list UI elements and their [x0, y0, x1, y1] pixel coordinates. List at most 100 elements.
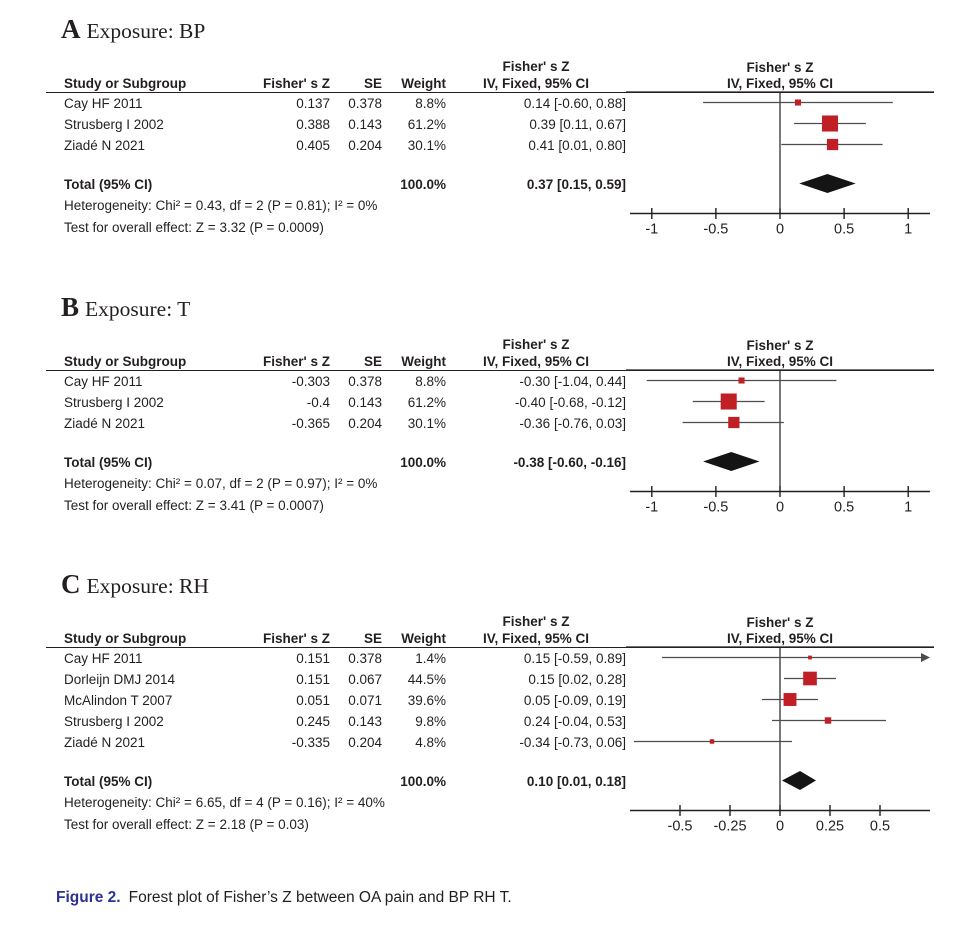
- total-weight-cell: 100.0%: [400, 454, 446, 470]
- study-name-cell: Dorleijn DMJ 2014: [64, 672, 176, 687]
- effect-square: [709, 739, 715, 744]
- ci-text-cell: -0.30 [-1.04, 0.44]: [519, 373, 626, 389]
- study-row: Cay HF 2011 0.137 0.378 8.8% 0.14 [-0.60, 0.…: [46, 93, 626, 114]
- se-cell: 0.143: [348, 117, 382, 132]
- forest-plot-svg: Fisher' s ZIV, Fixed, 95% CI -1 -0.5 0 0.5 1: [626, 60, 934, 238]
- overall-effect-note: Test for overall effect: Z = 2.18 (P = 0…: [64, 817, 309, 832]
- column-header-effect: Fisher' s Z: [263, 353, 330, 369]
- se-cell: 0.143: [348, 714, 382, 729]
- study-name-cell: Ziadé N 2021: [64, 415, 146, 431]
- total-row: Total (95% CI) 100.0% 0.37 [0.15, 0.59]: [46, 174, 626, 195]
- axis-tick-label: -0.5: [703, 222, 728, 238]
- axis-tick-label: 0.5: [870, 819, 890, 835]
- weight-cell: 39.6%: [407, 693, 446, 708]
- effect-cell: 0.245: [296, 714, 330, 729]
- axis-tick-label: 0.25: [816, 819, 844, 835]
- ci-text-cell: 0.14 [-0.60, 0.88]: [523, 96, 626, 111]
- axis-tick-label: -0.5: [703, 499, 728, 515]
- column-header-effect: Fisher' s Z: [263, 631, 330, 646]
- se-cell: 0.378: [348, 96, 382, 111]
- axis-tick-label: 0: [776, 499, 784, 515]
- ci-text-cell: -0.36 [-0.76, 0.03]: [519, 415, 626, 431]
- axis-tick-label: 1: [904, 499, 912, 515]
- se-cell: 0.143: [348, 394, 382, 410]
- panels-container: A Exposure: BP Fisher' s Z Study or Subgrou…: [46, 14, 975, 837]
- forest-plot-svg: Fisher' s ZIV, Fixed, 95% CI -1 -0.5 0 0.5 1: [626, 338, 934, 515]
- effect-cell: -0.4: [306, 394, 330, 410]
- axis-tick-label: 0.5: [834, 222, 854, 238]
- column-header-weight: Weight: [401, 631, 446, 646]
- effect-square: [803, 671, 817, 686]
- column-header-ci: IV, Fixed, 95% CI: [482, 76, 590, 91]
- header-spacer-effect: [218, 58, 330, 75]
- column-header-study: Study or Subgroup: [64, 631, 187, 646]
- effect-measure-group-header: Fisher' s Z: [502, 59, 570, 74]
- heterogeneity-note: Heterogeneity: Chi² = 0.07, df = 2 (P = …: [64, 475, 378, 491]
- ci-text-cell: -0.34 [-0.73, 0.06]: [519, 735, 626, 750]
- header-spacer-effect: [218, 613, 330, 630]
- study-name-cell: Ziadé N 2021: [64, 735, 146, 750]
- heterogeneity-note: Heterogeneity: Chi² = 0.43, df = 2 (P = …: [64, 198, 378, 213]
- study-name-cell: Cay HF 2011: [64, 651, 143, 666]
- axis-tick-label: -1: [645, 222, 658, 238]
- plot-effect-header: Fisher' s Z: [747, 60, 814, 75]
- figure-caption-text: Forest plot of Fisher’s Z between OA pai…: [128, 888, 512, 906]
- column-header-ci: IV, Fixed, 95% CI: [482, 353, 590, 369]
- panel-C: C Exposure: RH Fisher' s Z Study or Subgrou…: [46, 569, 975, 837]
- panel-subtitle: Exposure: RH: [86, 574, 209, 598]
- study-name-cell: Strusberg I 2002: [64, 117, 164, 132]
- panel-title: A Exposure: BP: [61, 14, 975, 46]
- weight-cell: 61.2%: [407, 117, 446, 132]
- total-effect-cell: [218, 771, 330, 792]
- header-spacer-effect: [218, 336, 330, 353]
- effect-square: [728, 416, 740, 428]
- axis-tick-label: -0.5: [668, 819, 693, 835]
- ci-text-cell: 0.41 [0.01, 0.80]: [528, 138, 626, 153]
- axis-tick-label: 0: [776, 222, 784, 238]
- study-name-cell: Strusberg I 2002: [64, 394, 164, 410]
- se-cell: 0.071: [348, 693, 382, 708]
- study-name-cell: McAlindon T 2007: [64, 693, 173, 708]
- weight-cell: 9.8%: [415, 714, 446, 729]
- heterogeneity-note: Heterogeneity: Chi² = 6.65, df = 4 (P = …: [64, 795, 385, 810]
- study-row: Ziadé N 2021 -0.365 0.204 30.1% -0.36 [-0.76…: [46, 413, 626, 434]
- plot-effect-header: Fisher' s Z: [747, 338, 814, 353]
- column-header-se: SE: [363, 353, 382, 369]
- effect-square: [783, 693, 797, 706]
- header-row-group: Fisher' s Z: [46, 336, 626, 353]
- forest-plot-figure: A Exposure: BP Fisher' s Z Study or Subgrou…: [46, 14, 975, 906]
- study-row: Ziadé N 2021 0.405 0.204 30.1% 0.41 [0.01, 0…: [46, 135, 626, 156]
- study-row: McAlindon T 2007 0.051 0.071 39.6% 0.05 [-0.…: [46, 690, 626, 711]
- effect-square: [808, 655, 812, 660]
- study-name-cell: Strusberg I 2002: [64, 714, 164, 729]
- total-diamond: [799, 174, 856, 193]
- figure-caption-label: Figure 2.: [56, 888, 121, 906]
- header-spacer-study: [46, 58, 218, 75]
- study-row: Cay HF 2011 0.151 0.378 1.4% 0.15 [-0.59, 0.…: [46, 648, 626, 669]
- effect-square: [738, 376, 745, 384]
- total-ci-cell: -0.38 [-0.60, -0.16]: [513, 454, 626, 470]
- effect-cell: 0.151: [296, 672, 330, 687]
- column-header-study: Study or Subgroup: [64, 76, 187, 91]
- total-weight-cell: 100.0%: [400, 177, 446, 192]
- se-cell: 0.204: [348, 415, 382, 431]
- plot-ci-header: IV, Fixed, 95% CI: [727, 354, 833, 369]
- header-spacer-weight: [382, 613, 446, 630]
- panel-subtitle: Exposure: T: [85, 296, 191, 321]
- axis-tick-label: -1: [645, 499, 658, 515]
- weight-cell: 30.1%: [407, 415, 446, 431]
- study-name-cell: Cay HF 2011: [64, 373, 143, 389]
- effect-cell: 0.388: [296, 117, 330, 132]
- effect-cell: -0.335: [291, 735, 330, 750]
- total-label-cell: Total (95% CI): [64, 454, 153, 470]
- total-weight-cell: 100.0%: [400, 774, 446, 789]
- effect-cell: 0.405: [296, 138, 330, 153]
- ci-text-cell: -0.40 [-0.68, -0.12]: [514, 394, 626, 410]
- header-spacer-weight: [382, 58, 446, 75]
